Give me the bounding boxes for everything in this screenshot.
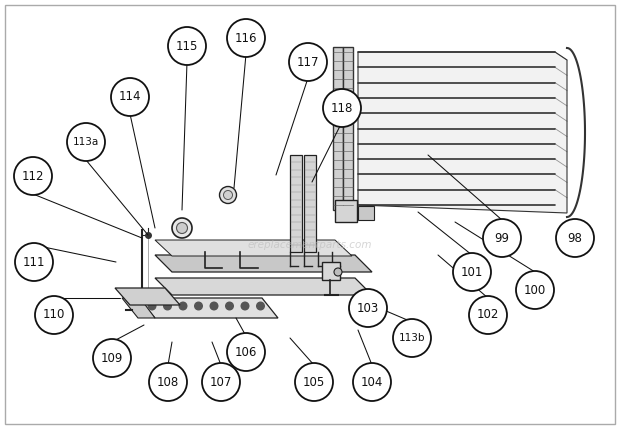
- Polygon shape: [155, 278, 372, 295]
- Text: 115: 115: [176, 39, 198, 52]
- Circle shape: [179, 302, 187, 310]
- Bar: [322, 262, 340, 280]
- Circle shape: [483, 219, 521, 257]
- Circle shape: [353, 363, 391, 401]
- Text: 111: 111: [23, 256, 45, 269]
- Bar: [358, 206, 374, 220]
- Circle shape: [334, 268, 342, 276]
- Circle shape: [93, 339, 131, 377]
- Circle shape: [195, 302, 202, 310]
- Circle shape: [164, 302, 171, 310]
- Circle shape: [210, 302, 218, 310]
- Circle shape: [295, 363, 333, 401]
- Text: 99: 99: [495, 232, 510, 245]
- Circle shape: [227, 19, 265, 57]
- Text: 113b: 113b: [399, 333, 425, 343]
- Polygon shape: [115, 288, 180, 305]
- Text: 98: 98: [567, 232, 582, 245]
- Text: 114: 114: [119, 91, 141, 103]
- Text: 110: 110: [43, 308, 65, 321]
- Text: 105: 105: [303, 375, 325, 389]
- Text: 108: 108: [157, 375, 179, 389]
- Circle shape: [149, 363, 187, 401]
- Text: 103: 103: [357, 302, 379, 314]
- Polygon shape: [155, 255, 372, 272]
- Circle shape: [226, 302, 233, 310]
- Text: 118: 118: [331, 102, 353, 115]
- Circle shape: [241, 302, 249, 310]
- Circle shape: [257, 302, 264, 310]
- Circle shape: [172, 218, 192, 238]
- Polygon shape: [358, 52, 567, 213]
- Polygon shape: [155, 240, 352, 256]
- Circle shape: [168, 27, 206, 65]
- Circle shape: [111, 78, 149, 116]
- Circle shape: [202, 363, 240, 401]
- Text: 116: 116: [235, 31, 257, 45]
- Circle shape: [148, 302, 156, 310]
- Circle shape: [35, 296, 73, 334]
- Text: 101: 101: [461, 266, 483, 278]
- Polygon shape: [122, 298, 155, 318]
- Circle shape: [453, 253, 491, 291]
- Circle shape: [67, 123, 105, 161]
- Polygon shape: [290, 155, 302, 252]
- Circle shape: [556, 219, 594, 257]
- Circle shape: [227, 333, 265, 371]
- Circle shape: [516, 271, 554, 309]
- Circle shape: [177, 223, 187, 233]
- Circle shape: [219, 187, 236, 203]
- Circle shape: [14, 157, 52, 195]
- Text: 106: 106: [235, 345, 257, 359]
- Bar: [333, 47, 343, 210]
- Text: ereplacementparts.com: ereplacementparts.com: [248, 240, 372, 250]
- Text: 102: 102: [477, 308, 499, 321]
- Text: 112: 112: [22, 169, 44, 182]
- Bar: [335, 200, 357, 222]
- Circle shape: [393, 319, 431, 357]
- Circle shape: [223, 190, 232, 199]
- Text: 100: 100: [524, 284, 546, 296]
- Circle shape: [15, 243, 53, 281]
- Bar: [343, 47, 353, 210]
- Circle shape: [349, 289, 387, 327]
- Circle shape: [289, 43, 327, 81]
- Circle shape: [323, 89, 361, 127]
- Polygon shape: [138, 298, 278, 318]
- Polygon shape: [304, 155, 316, 252]
- Text: 117: 117: [297, 55, 319, 69]
- Text: 109: 109: [101, 351, 123, 365]
- Text: 104: 104: [361, 375, 383, 389]
- Circle shape: [469, 296, 507, 334]
- Text: 107: 107: [210, 375, 232, 389]
- Text: 113a: 113a: [73, 137, 99, 147]
